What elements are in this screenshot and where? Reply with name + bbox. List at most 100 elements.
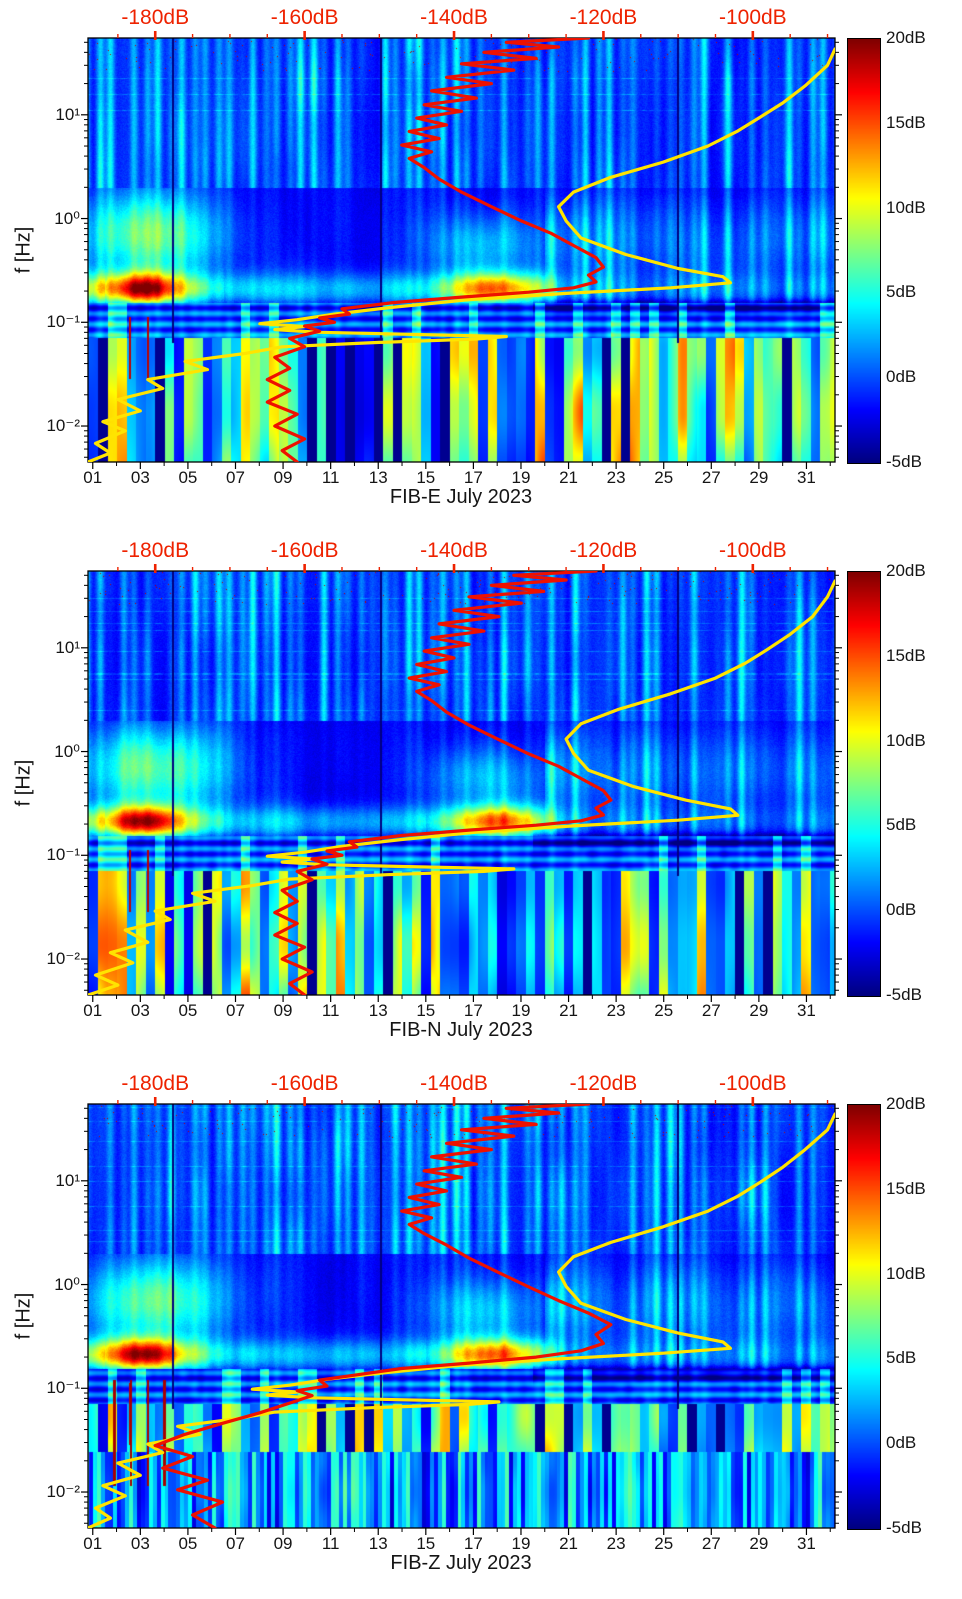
- top-db-label: -140dB: [420, 6, 488, 29]
- x-tick-label: 11: [321, 468, 340, 487]
- y-tick-label: 10⁰: [54, 741, 80, 761]
- y-tick-label: 10⁻²: [46, 416, 80, 436]
- y-tick-label: 10¹: [55, 637, 80, 657]
- x-tick-label: 31: [796, 468, 816, 487]
- spectrogram-heatmap: [88, 1104, 835, 1528]
- x-tick-label: 23: [606, 468, 626, 487]
- y-axis-label: f [Hz]: [12, 759, 35, 807]
- x-tick-label: 17: [463, 468, 483, 487]
- x-tick-label: 23: [606, 1001, 626, 1020]
- x-tick-label: 05: [178, 1534, 198, 1553]
- x-tick-label: 09: [273, 1001, 293, 1020]
- top-db-label: -120dB: [569, 6, 638, 29]
- x-tick-label: 25: [654, 468, 674, 487]
- x-tick-label: 19: [511, 1001, 531, 1020]
- colorbar-tick-label: 15dB: [886, 1178, 926, 1198]
- x-tick-label: 17: [463, 1534, 483, 1553]
- x-tick-label: 01: [83, 1001, 103, 1020]
- x-tick-label: 03: [130, 1001, 150, 1020]
- colorbar-tick-label: 0dB: [886, 1433, 917, 1453]
- x-tick-label: 31: [796, 1534, 816, 1553]
- x-tick-label: 07: [226, 1534, 245, 1553]
- y-tick-label: 10⁻²: [46, 949, 80, 969]
- x-tick-label: 07: [226, 1001, 245, 1020]
- colorbar-tick-label: 5dB: [886, 282, 917, 302]
- top-db-label: -100dB: [718, 6, 787, 29]
- x-tick-label: 21: [559, 468, 579, 487]
- colorbar-tick-label: 20dB: [886, 1094, 926, 1113]
- x-tick-label: 23: [606, 1534, 626, 1553]
- x-tick-label: 31: [796, 1001, 816, 1020]
- y-tick-label: 10⁻¹: [46, 845, 80, 865]
- x-tick-label: 27: [701, 1001, 721, 1020]
- x-tick-label: 25: [654, 1001, 674, 1020]
- spectrogram-panel-fib-e: f [Hz] FIB-E July 2023 01 03 05 07 09 11 13 15 1…: [0, 0, 962, 533]
- colorbar-tick-label: 10dB: [886, 197, 926, 217]
- x-tick-label: 25: [654, 1534, 674, 1553]
- x-tick-label: 09: [273, 1534, 293, 1553]
- x-tick-label: 13: [368, 1534, 388, 1553]
- y-tick-label: 10⁰: [54, 1274, 80, 1294]
- colorbar-tick-label: 20dB: [886, 28, 926, 47]
- x-tick-label: 19: [511, 1534, 531, 1553]
- x-tick-label: 21: [559, 1001, 579, 1020]
- colorbar-tick-label: 15dB: [886, 112, 926, 132]
- y-tick-label: 10⁻²: [46, 1482, 80, 1502]
- colorbar: [847, 571, 881, 997]
- colorbar-tick-label: -5dB: [886, 452, 922, 471]
- x-tick-label: 27: [701, 468, 721, 487]
- y-tick-label: 10⁻¹: [46, 1378, 80, 1398]
- y-tick-label: 10¹: [55, 1170, 80, 1190]
- colorbar: [847, 1104, 881, 1530]
- top-db-label: -180dB: [121, 1072, 190, 1095]
- top-db-label: -120dB: [569, 539, 638, 562]
- top-db-label: -180dB: [121, 6, 190, 29]
- top-db-label: -100dB: [718, 539, 787, 562]
- x-tick-label: 15: [416, 468, 436, 487]
- top-db-label: -140dB: [420, 1072, 488, 1095]
- colorbar-tick-label: 20dB: [886, 561, 926, 580]
- y-tick-label: 10⁰: [54, 208, 80, 228]
- top-db-label: -120dB: [569, 1072, 638, 1095]
- colorbar-tick-label: 10dB: [886, 730, 926, 750]
- x-tick-label: 11: [321, 1534, 340, 1553]
- top-db-label: -100dB: [718, 1072, 787, 1095]
- colorbar-tick-label: 5dB: [886, 815, 917, 835]
- colorbar-tick-label: -5dB: [886, 1518, 922, 1537]
- colorbar-tick-label: 15dB: [886, 645, 926, 665]
- y-axis-label: f [Hz]: [12, 1292, 35, 1340]
- colorbar-tick-label: -5dB: [886, 985, 922, 1004]
- x-tick-label: 13: [368, 468, 388, 487]
- y-tick-label: 10¹: [55, 104, 80, 124]
- x-tick-label: 03: [130, 1534, 150, 1553]
- colorbar-tick-label: 0dB: [886, 900, 917, 920]
- x-tick-label: 17: [463, 1001, 483, 1020]
- x-tick-label: 01: [83, 1534, 103, 1553]
- top-db-label: -160dB: [270, 6, 339, 29]
- spectrogram-panel-fib-n: f [Hz] FIB-N July 2023 01 03 05 07 09 11 13 15 1…: [0, 533, 962, 1066]
- x-tick-label: 27: [701, 1534, 721, 1553]
- x-axis-title: FIB-N July 2023: [389, 1019, 533, 1041]
- colorbar: [847, 38, 881, 464]
- top-db-label: -160dB: [270, 539, 339, 562]
- x-tick-label: 29: [749, 1534, 769, 1553]
- x-tick-label: 09: [273, 468, 293, 487]
- top-db-label: -160dB: [270, 1072, 339, 1095]
- x-tick-label: 05: [178, 1001, 198, 1020]
- y-tick-label: 10⁻¹: [46, 312, 80, 332]
- x-tick-label: 07: [226, 468, 245, 487]
- y-axis-label: f [Hz]: [12, 226, 35, 274]
- x-tick-label: 29: [749, 1001, 769, 1020]
- x-tick-label: 13: [368, 1001, 388, 1020]
- x-tick-label: 03: [130, 468, 150, 487]
- x-tick-label: 05: [178, 468, 198, 487]
- x-tick-label: 15: [416, 1001, 436, 1020]
- spectrogram-heatmap: [88, 571, 835, 995]
- top-db-label: -180dB: [121, 539, 190, 562]
- x-tick-label: 29: [749, 468, 769, 487]
- x-tick-label: 21: [559, 1534, 579, 1553]
- x-tick-label: 19: [511, 468, 531, 487]
- colorbar-tick-label: 0dB: [886, 367, 917, 387]
- top-db-label: -140dB: [420, 539, 488, 562]
